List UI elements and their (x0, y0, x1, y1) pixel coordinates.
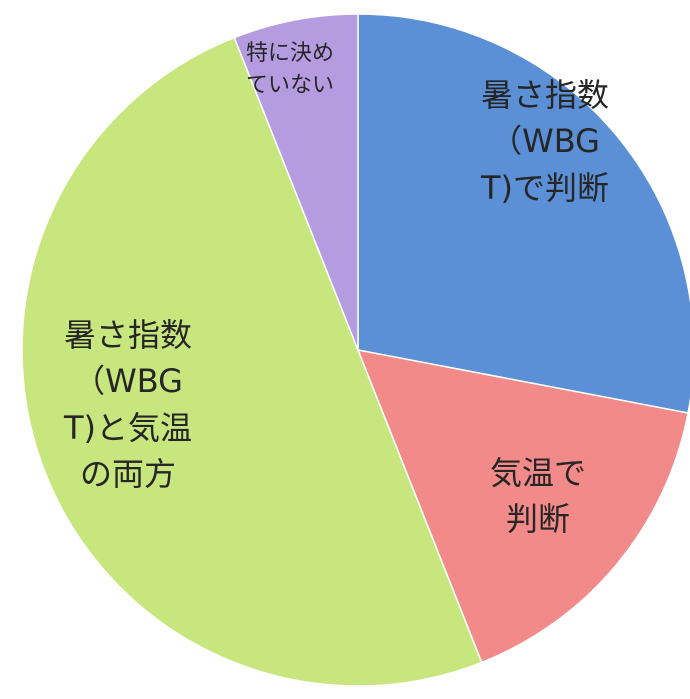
pie-slice (356, 349, 689, 664)
pie-slice (233, 13, 359, 351)
slice-label: 暑さ指数（WBGT)で判断 (480, 76, 610, 207)
pie-slice (21, 36, 483, 687)
pie-slice (357, 13, 690, 414)
slice-label: 特に決めていない (245, 41, 334, 98)
slice-label: 暑さ指数（WBGT)と気温の両方 (63, 316, 193, 494)
slice-label: 気温で判断 (489, 454, 586, 539)
